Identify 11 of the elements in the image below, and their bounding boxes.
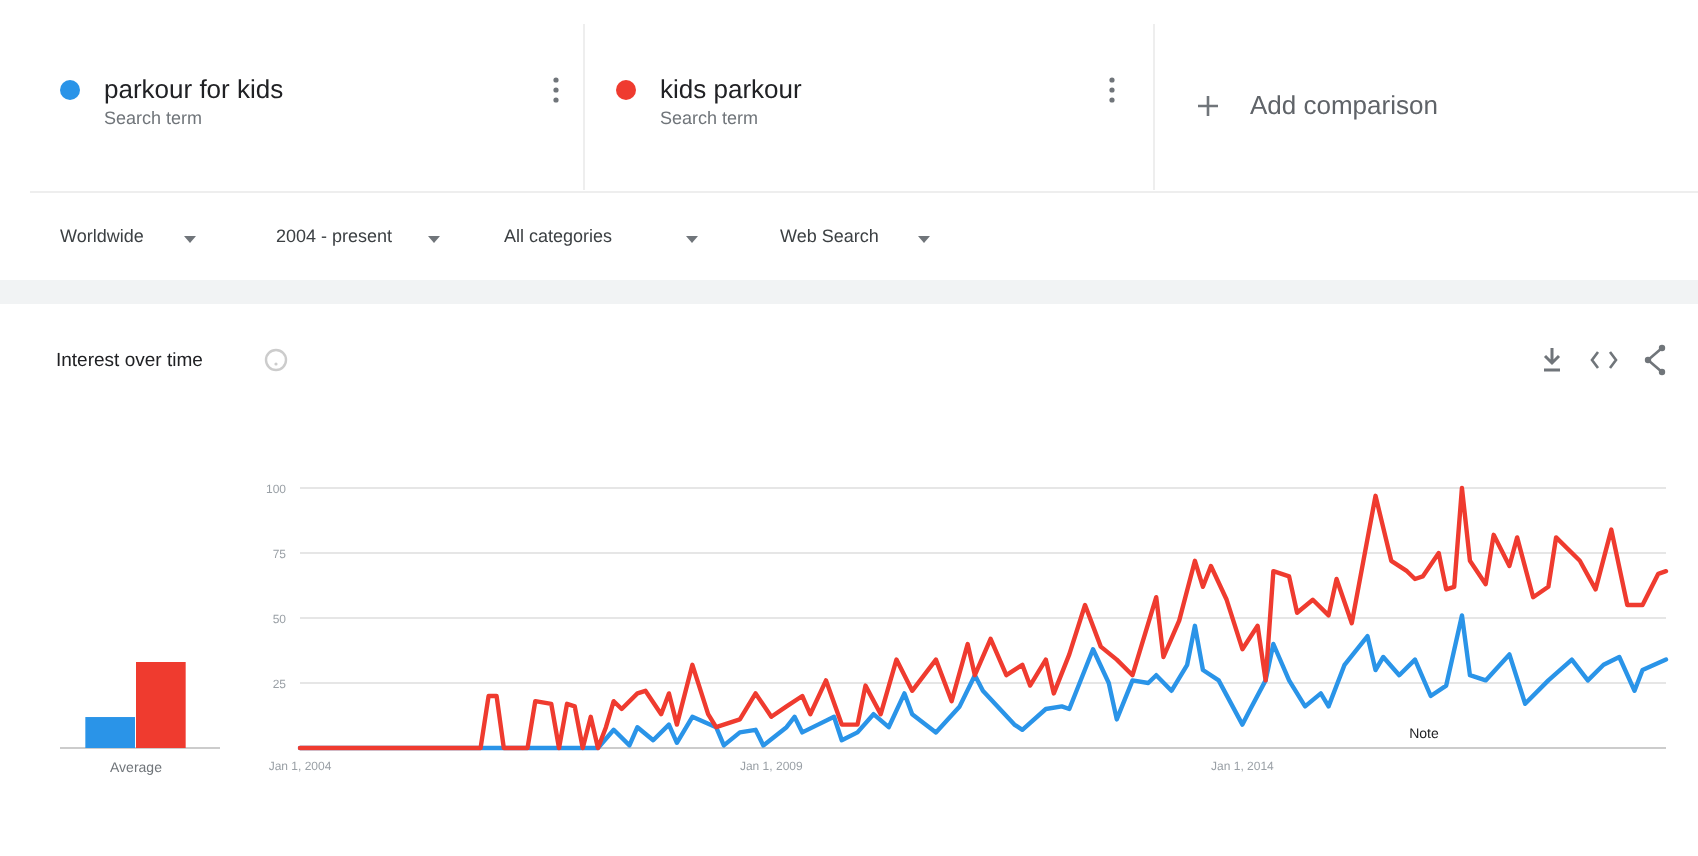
text: Search term bbox=[660, 108, 759, 128]
legend-label: parkour for kids bbox=[104, 74, 285, 104]
text: Interest over time bbox=[56, 350, 203, 372]
text: Web Search bbox=[780, 226, 879, 246]
text: Add comparison bbox=[1250, 90, 1438, 120]
legend-label: kids parkour bbox=[660, 74, 803, 104]
text: All categories bbox=[504, 226, 614, 246]
text: Search term bbox=[104, 108, 203, 128]
line-series bbox=[297, 485, 1669, 751]
text: 2004 - present bbox=[276, 226, 394, 246]
text: Worldwide bbox=[60, 226, 144, 246]
